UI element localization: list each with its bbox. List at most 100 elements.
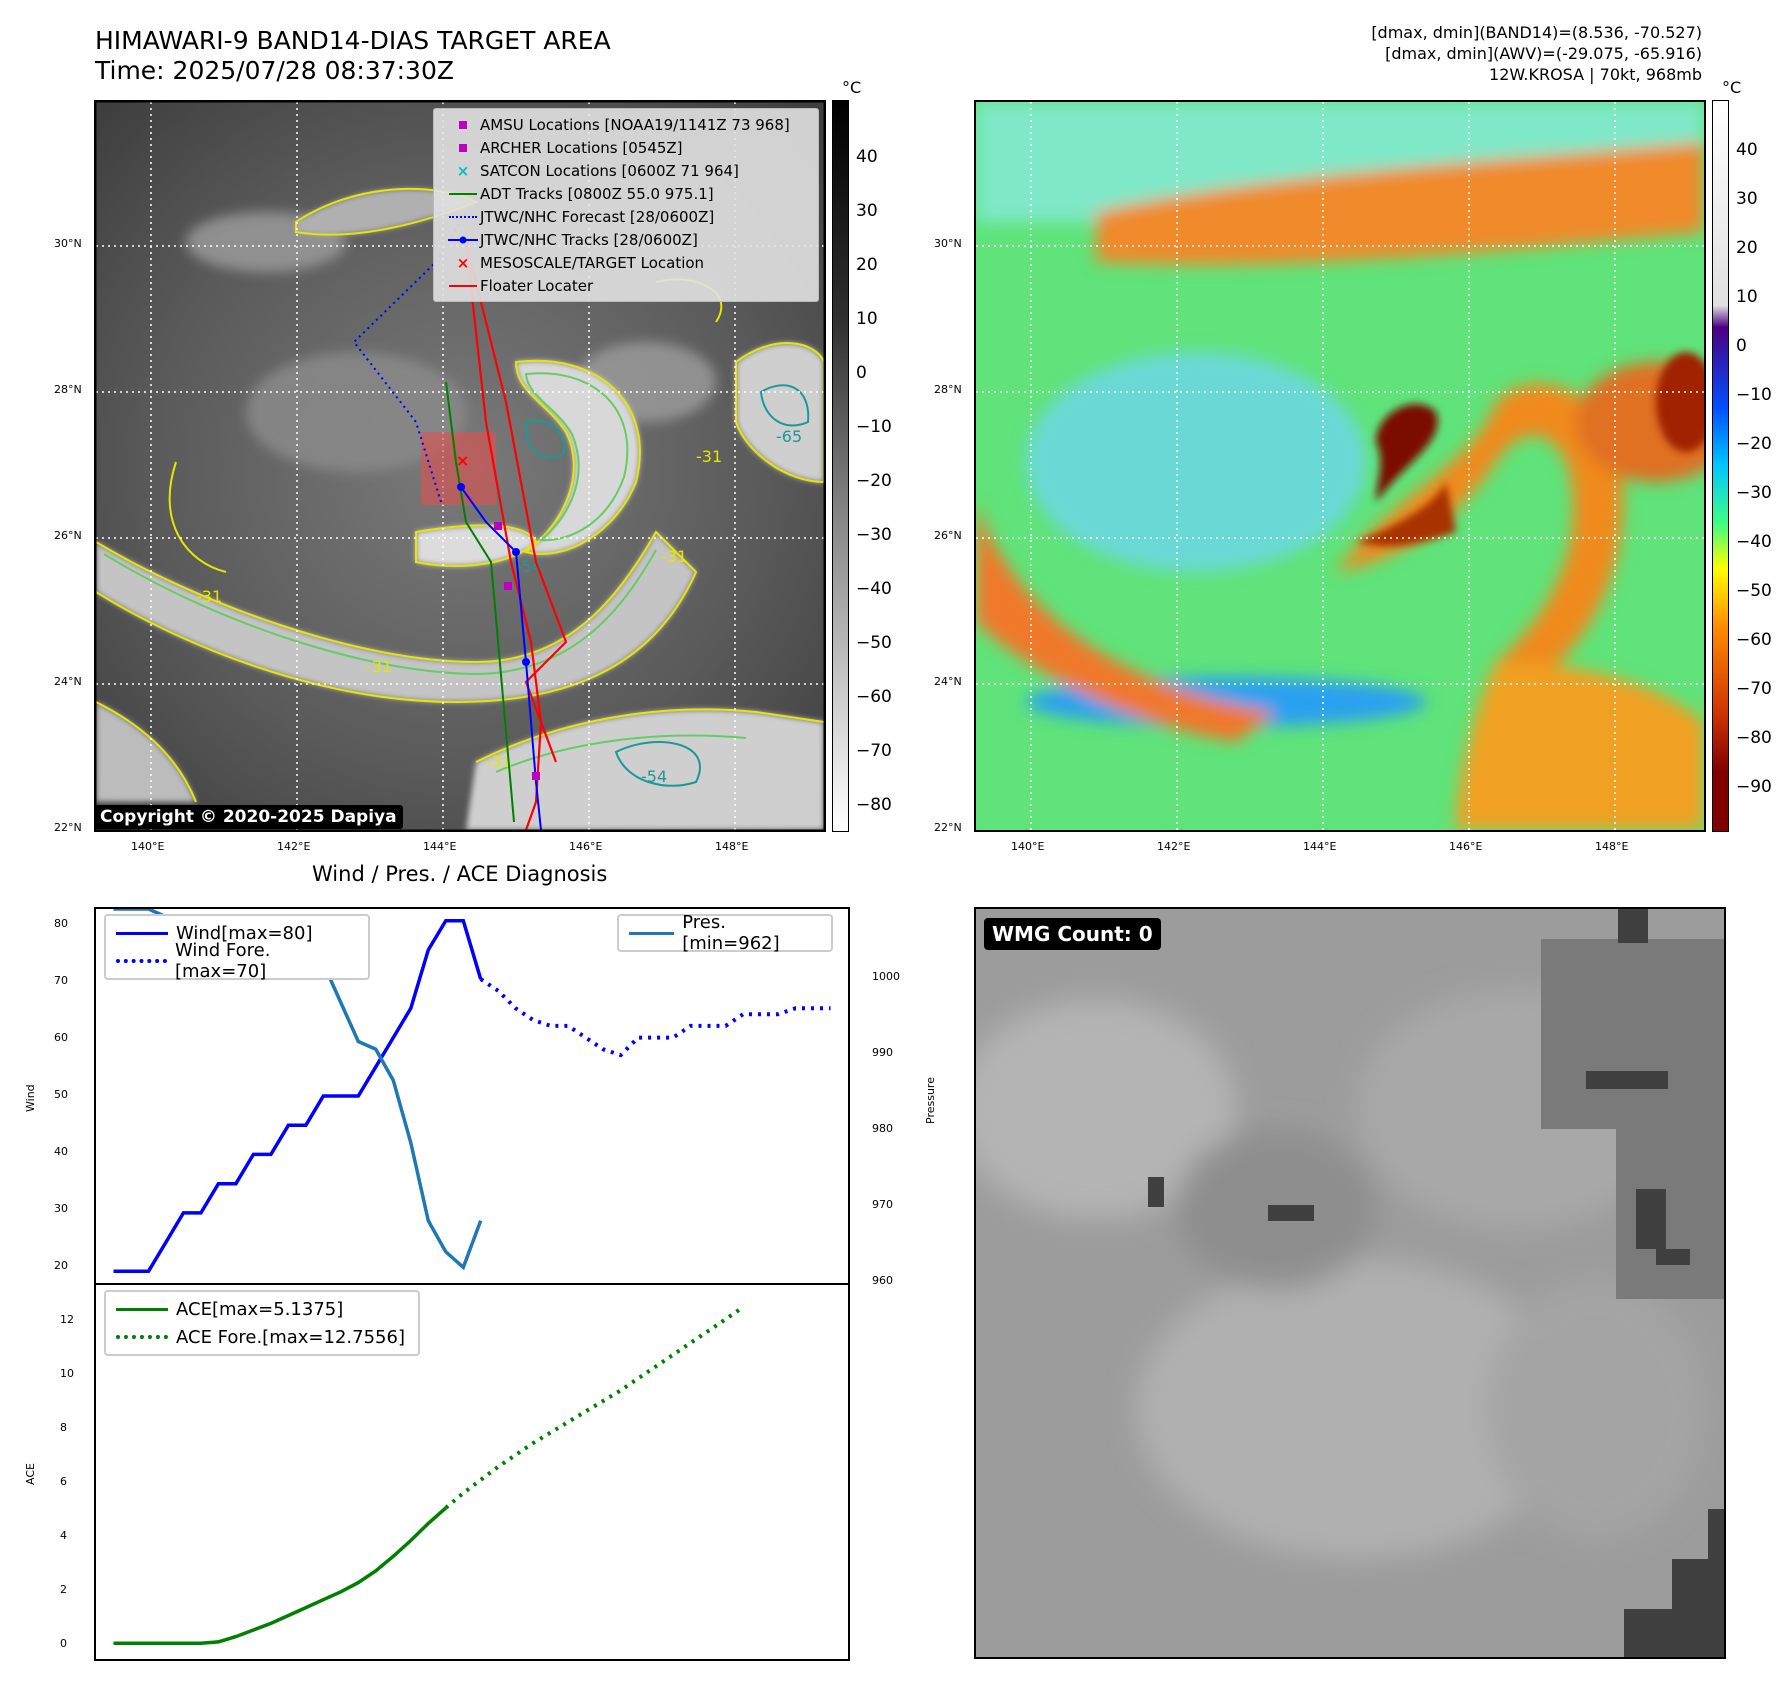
lon-label: 146°E: [1449, 840, 1483, 853]
target-area-box: [421, 432, 496, 505]
wmg-dark-cell: [1636, 1189, 1666, 1249]
colorbar-tick: 0: [1736, 336, 1747, 356]
legend-item-floater: Floater Locater: [434, 274, 818, 297]
colorbar-tick: −40: [1736, 532, 1772, 552]
wind-tick: 60: [54, 1031, 68, 1044]
jtwc-track-point: [522, 658, 530, 666]
wmg-count-badge: WMG Count: 0: [984, 918, 1161, 950]
colorbar-tick: 0: [856, 363, 867, 383]
contour-label: -31: [196, 587, 222, 606]
satellite-title: HIMAWARI-9 BAND14-DIAS TARGET AREA: [95, 26, 611, 55]
wind-tick: 30: [54, 1202, 68, 1215]
line-icon: [116, 1307, 168, 1311]
ace-tick: 10: [60, 1367, 74, 1380]
colorbar-tick: 10: [856, 309, 878, 329]
colorbar-tick: −50: [856, 633, 892, 653]
lon-label: 146°E: [569, 840, 603, 853]
ace-tick: 8: [60, 1421, 67, 1434]
ace-tick: 6: [60, 1475, 67, 1488]
contour-label: -65: [776, 427, 802, 446]
lon-label: 142°E: [1157, 840, 1191, 853]
ace-tick: 12: [60, 1313, 74, 1326]
colorbar-tick: 20: [1736, 238, 1758, 258]
lon-label: 148°E: [1595, 840, 1629, 853]
ace-forecast-series-line: [444, 1305, 745, 1510]
wind-tick: 40: [54, 1145, 68, 1158]
legend-item-wind-forecast: Wind Fore.[max=70]: [106, 940, 368, 982]
colorbar-tick: −10: [856, 417, 892, 437]
wmg-dark-cell: [1618, 909, 1648, 943]
copyright-badge: Copyright © 2020-2025 Dapiya: [94, 805, 403, 829]
wmg-dark-cell: [1656, 1249, 1690, 1265]
jtwc-track: [460, 486, 542, 830]
contour-label: -54: [641, 767, 667, 786]
target-marker: ×: [456, 451, 469, 470]
archer-location: [504, 582, 512, 590]
lat-label: 22°N: [934, 821, 962, 834]
ace-axis-label: ACE: [24, 1463, 37, 1485]
band14-range: [dmax, dmin](BAND14)=(8.536, -70.527): [1371, 23, 1702, 42]
lat-label: 28°N: [54, 383, 82, 396]
lat-label: 24°N: [934, 675, 962, 688]
ace-legend: ACE[max=5.1375] ACE Fore.[max=12.7556]: [104, 1290, 420, 1356]
colorbar-tick: 10: [1736, 287, 1758, 307]
colorbar-tick: −10: [1736, 385, 1772, 405]
jtwc-track-point: [457, 483, 465, 491]
colorbar-tick: −30: [1736, 483, 1772, 503]
pressure-legend: Pres.[min=962]: [617, 912, 833, 954]
awv-range: [dmax, dmin](AWV)=(-29.075, -65.916): [1385, 44, 1702, 63]
lon-label: 140°E: [1011, 840, 1045, 853]
colorbar-tick: −20: [1736, 434, 1772, 454]
colorbar-tick: −20: [856, 471, 892, 491]
contour-label: -31: [366, 657, 392, 676]
wmg-dark-cell: [1672, 1559, 1724, 1657]
lat-label: 30°N: [934, 237, 962, 250]
lat-label: 26°N: [934, 529, 962, 542]
line-icon: [446, 284, 480, 287]
pressure-tick: 990: [872, 1046, 893, 1059]
lon-label: 140°E: [131, 840, 165, 853]
wmg-panel: [974, 907, 1726, 1659]
colorbar-unit: °C: [842, 78, 862, 97]
legend-item-jtwc-forecast: JTWC/NHC Forecast [28/0600Z]: [434, 205, 818, 228]
dotted-line-icon: [116, 959, 167, 963]
storm-name: 12W.KROSA | 70kt, 968mb: [1489, 65, 1702, 84]
wind-tick: 50: [54, 1088, 68, 1101]
wind-tick: 80: [54, 917, 68, 930]
colorbar-tick: 20: [856, 255, 878, 275]
figure-title: HIMAWARI-9 BAND14-DIAS TARGET AREA Time:…: [95, 26, 611, 86]
floater-locator: [464, 241, 568, 830]
lat-label: 22°N: [54, 821, 82, 834]
colorbar-tick: 40: [1736, 140, 1758, 160]
lon-label: 148°E: [715, 840, 749, 853]
ace-plot: [94, 1283, 850, 1661]
legend-item-ace: ACE[max=5.1375]: [106, 1295, 418, 1323]
ace-tick: 0: [60, 1637, 67, 1650]
pressure-tick: 1000: [872, 970, 900, 983]
color-ir-map-panel: [974, 100, 1706, 832]
ace-tick: 2: [60, 1583, 67, 1596]
square-icon: [446, 120, 480, 129]
colorbar-tick: −70: [1736, 679, 1772, 699]
legend-item-amsu: AMSU Locations [NOAA19/1141Z 73 968]: [434, 113, 818, 136]
lon-label: 144°E: [1303, 840, 1337, 853]
ace-series-line: [113, 1506, 447, 1645]
colorbar-tick: −60: [1736, 630, 1772, 650]
legend-item-archer: ARCHER Locations [0545Z]: [434, 136, 818, 159]
colorbar-left: [832, 100, 849, 832]
colorbar-tick: −80: [856, 795, 892, 815]
colorbar-tick: 30: [1736, 189, 1758, 209]
legend-item-ace-forecast: ACE Fore.[max=12.7556]: [106, 1323, 418, 1351]
lat-label: 26°N: [54, 529, 82, 542]
lon-label: 142°E: [277, 840, 311, 853]
diagnosis-title: Wind / Pres. / ACE Diagnosis: [312, 862, 608, 886]
contour-label: -31: [486, 752, 512, 771]
wmg-dark-cell: [1268, 1205, 1314, 1221]
pressure-axis-label: Pressure: [924, 1077, 937, 1124]
wind-forecast-series-line: [479, 977, 831, 1058]
amsu-location: [494, 522, 502, 530]
colorbar-tick: −60: [856, 687, 892, 707]
wind-tick: 20: [54, 1259, 68, 1272]
colorbar-tick: −80: [1736, 728, 1772, 748]
legend-item-wind: Wind[max=80]: [106, 919, 368, 947]
